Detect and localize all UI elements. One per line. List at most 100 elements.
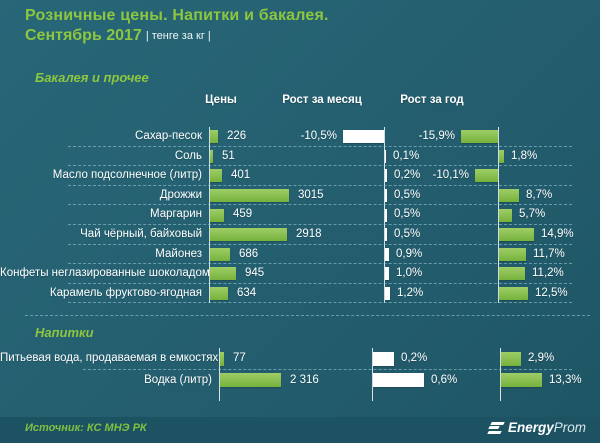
month-growth-value: 1,2% <box>397 286 424 299</box>
price-value: 77 <box>233 352 246 364</box>
month-growth-value: 0,5% <box>394 188 421 201</box>
price-value: 634 <box>237 286 257 299</box>
column-header-month-growth: Рост за месяц <box>282 94 362 106</box>
unit-note: | тенге за кг | <box>145 30 211 42</box>
year-growth-value: 11,2% <box>532 267 564 280</box>
column-header-prices: Цены <box>205 94 237 106</box>
row-label: Сахар-песок <box>134 130 202 142</box>
table-row: Дрожжи 3015 0,5% 8,7% <box>0 186 600 206</box>
year-growth-value: 11,7% <box>533 247 565 260</box>
price-bar <box>220 351 224 366</box>
month-growth-bar <box>385 208 387 222</box>
price-value: 401 <box>231 169 251 182</box>
table-row: Майонез 686 0,9% 11,7% <box>0 245 600 265</box>
year-growth-value: 5,7% <box>519 208 546 221</box>
subtitle-month: Сентябрь 2017 <box>25 27 142 44</box>
price-bar <box>220 373 281 388</box>
price-axis-line <box>219 348 220 401</box>
year-growth-bar <box>499 287 528 301</box>
row-separator <box>68 165 572 167</box>
row-separator <box>68 263 572 265</box>
price-bar <box>210 287 228 301</box>
price-bar <box>210 130 218 144</box>
year-growth-bar <box>499 189 519 203</box>
energyprom-e-icon <box>487 420 505 435</box>
year-growth-bar <box>499 149 504 163</box>
row-label: Водка (литр) <box>144 373 212 386</box>
year-axis-line <box>498 127 499 303</box>
month-growth-bar <box>385 228 387 242</box>
price-bar <box>210 208 224 222</box>
month-growth-bar <box>343 130 384 144</box>
year-growth-value: -10,1% <box>432 169 469 182</box>
year-growth-value: 1,8% <box>511 149 538 162</box>
drinks-chart-grid: Питьевая вода, продаваемая в емкостях 77 0… <box>0 348 600 401</box>
row-separator <box>83 368 572 370</box>
logo-text-light: Prom <box>553 420 586 435</box>
year-growth-bar <box>501 373 542 388</box>
month-growth-value: 0,9% <box>396 247 423 260</box>
section-title-groceries: Бакалея и прочее <box>35 70 149 85</box>
row-label: Дрожжи <box>159 188 202 201</box>
price-value: 2 316 <box>290 373 319 386</box>
year-growth-value: 8,7% <box>526 188 553 201</box>
month-growth-bar <box>385 287 390 301</box>
year-growth-value: 12,5% <box>535 286 568 299</box>
price-axis-line <box>209 127 210 303</box>
row-label: Конфеты неглазированные шоколадом <box>0 267 210 280</box>
row-label: Чай чёрный, байховый <box>80 228 202 240</box>
month-growth-value: -10,5% <box>300 130 337 142</box>
row-separator <box>68 204 572 206</box>
price-value: 459 <box>233 208 253 221</box>
price-value: 686 <box>239 247 259 260</box>
row-separator <box>68 145 572 147</box>
row-separator <box>68 184 572 186</box>
year-growth-bar <box>499 267 525 281</box>
month-growth-bar <box>385 267 389 281</box>
year-growth-bar <box>501 351 521 366</box>
month-growth-value: 0,5% <box>394 228 421 240</box>
table-row: Маргарин 459 0,5% 5,7% <box>0 205 600 225</box>
table-row: Конфеты неглазированные шоколадом 945 1,0%… <box>0 264 600 284</box>
month-growth-value: 0,1% <box>393 149 420 162</box>
row-label: Маргарин <box>149 208 202 221</box>
logo-text-bold: Energy <box>507 420 554 435</box>
price-bar <box>210 267 236 281</box>
price-value: 51 <box>222 149 235 162</box>
month-growth-value: 0,2% <box>401 352 428 364</box>
year-growth-value: 13,3% <box>549 373 582 386</box>
price-value: 2918 <box>296 228 322 240</box>
price-bar <box>210 169 222 183</box>
year-growth-bar <box>461 130 498 144</box>
section-divider-line <box>25 315 590 316</box>
row-label: Масло подсолнечное (литр) <box>52 169 202 182</box>
month-growth-bar <box>385 247 389 261</box>
year-growth-bar <box>499 247 526 261</box>
year-growth-value: 2,9% <box>528 352 555 364</box>
row-separator <box>68 223 572 225</box>
table-row: Масло подсолнечное (литр) 401 0,2% -10,1% <box>0 166 600 186</box>
table-row: Соль 51 0,1% 1,8% <box>0 147 600 167</box>
row-separator <box>68 282 572 284</box>
energyprom-logo: Energy Prom <box>487 420 586 435</box>
row-separator <box>68 243 572 245</box>
row-label: Майонез <box>155 247 202 260</box>
year-growth-bar <box>499 228 534 242</box>
year-growth-value: -15,9% <box>418 130 455 142</box>
price-bar <box>210 247 230 261</box>
column-header-year-growth: Рост за год <box>400 94 464 106</box>
section-title-drinks: Напитки <box>35 325 94 340</box>
groceries-chart-grid: Сахар-песок 226 -10,5% -15,9% Соль 51 0,1% 1,8%… <box>0 127 600 304</box>
row-label: Карамель фруктово-ягодная <box>49 286 202 299</box>
table-row: Карамель фруктово-ягодная 634 1,2% 12,5% <box>0 284 600 304</box>
row-label: Соль <box>174 149 202 162</box>
month-growth-bar <box>385 169 387 183</box>
table-row: Чай чёрный, байховый 2918 0,5% 14,9% <box>0 225 600 245</box>
month-axis-line <box>372 348 373 401</box>
month-growth-value: 1,0% <box>396 267 423 280</box>
page-subtitle: Сентябрь 2017 | тенге за кг | <box>25 27 211 45</box>
price-bar <box>210 189 289 203</box>
month-growth-bar <box>385 149 386 163</box>
year-growth-bar <box>499 208 512 222</box>
